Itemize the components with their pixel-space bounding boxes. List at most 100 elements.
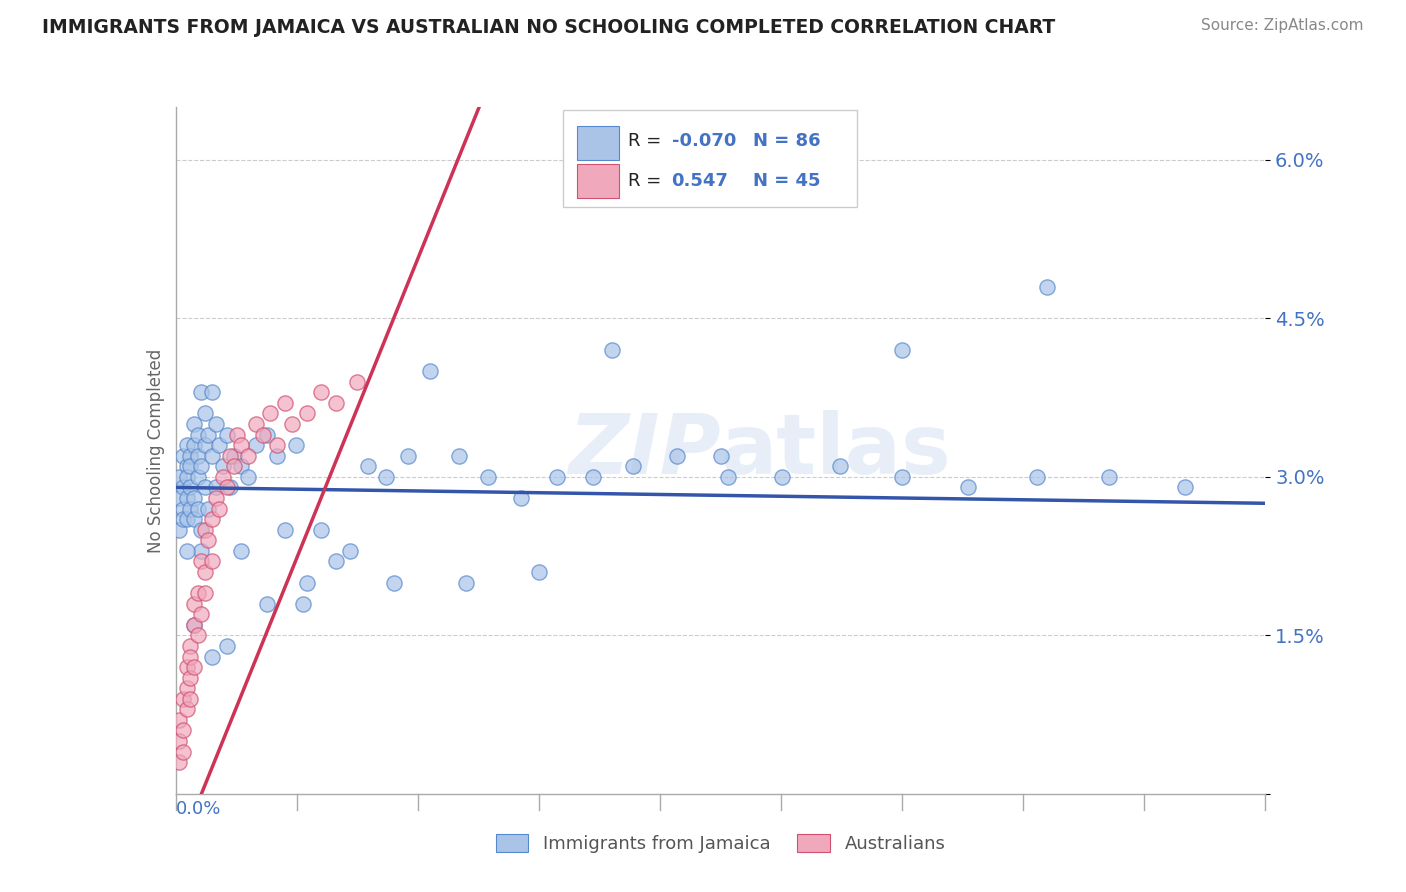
Point [245, 417, 267, 431]
Point [190, 385, 212, 400]
Point [176, 438, 198, 452]
Point [179, 501, 201, 516]
Text: 0.547: 0.547 [672, 171, 728, 189]
Point [190, 544, 212, 558]
Point [172, 512, 194, 526]
Point [169, 755, 191, 769]
Point [183, 617, 205, 632]
Point [295, 575, 318, 590]
Point [238, 470, 260, 484]
Point [956, 480, 979, 494]
Point [208, 501, 231, 516]
Point [212, 459, 235, 474]
Point [666, 449, 689, 463]
Point [256, 427, 278, 442]
Point [176, 660, 198, 674]
Point [621, 459, 644, 474]
Point [396, 449, 419, 463]
Point [172, 691, 194, 706]
Point [291, 597, 314, 611]
Point [169, 491, 191, 505]
Text: atlas: atlas [721, 410, 952, 491]
Point [176, 544, 198, 558]
Point [172, 480, 194, 494]
FancyBboxPatch shape [562, 111, 856, 207]
Point [215, 639, 238, 653]
Point [169, 470, 191, 484]
Point [176, 459, 198, 474]
Point [179, 691, 201, 706]
Point [169, 713, 191, 727]
Point [770, 470, 793, 484]
Point [172, 745, 194, 759]
Text: ZIP: ZIP [568, 410, 721, 491]
Text: 0.0%: 0.0% [176, 800, 221, 818]
Point [201, 649, 224, 664]
Text: N = 45: N = 45 [754, 171, 821, 189]
Point [256, 597, 278, 611]
Point [190, 523, 212, 537]
Point [346, 375, 368, 389]
Point [172, 723, 194, 738]
Y-axis label: No Schooling Completed: No Schooling Completed [146, 349, 165, 552]
Point [891, 343, 914, 357]
Point [172, 449, 194, 463]
Point [186, 501, 209, 516]
Point [197, 501, 219, 516]
Point [183, 597, 205, 611]
Text: R =: R = [628, 132, 666, 151]
Point [183, 491, 205, 505]
Point [219, 449, 242, 463]
Point [176, 512, 198, 526]
Point [186, 586, 209, 600]
Point [222, 459, 245, 474]
Point [186, 628, 209, 642]
Point [527, 565, 550, 579]
Point [201, 554, 224, 568]
Point [891, 470, 914, 484]
Point [179, 671, 201, 685]
Text: -0.070: -0.070 [672, 132, 735, 151]
Point [600, 343, 623, 357]
Text: Source: ZipAtlas.com: Source: ZipAtlas.com [1201, 18, 1364, 33]
Point [1036, 279, 1059, 293]
Text: N = 86: N = 86 [754, 132, 821, 151]
Point [456, 575, 478, 590]
Point [194, 565, 217, 579]
Point [212, 470, 235, 484]
Point [176, 470, 198, 484]
Point [1025, 470, 1047, 484]
Point [183, 660, 205, 674]
Point [284, 438, 307, 452]
Point [231, 544, 253, 558]
Point [226, 427, 249, 442]
Point [176, 681, 198, 696]
Point [169, 734, 191, 748]
Point [582, 470, 605, 484]
Point [201, 449, 224, 463]
Point [546, 470, 568, 484]
Point [219, 480, 242, 494]
Point [176, 702, 198, 716]
Point [382, 575, 405, 590]
Point [176, 491, 198, 505]
Point [259, 407, 281, 421]
Point [309, 385, 332, 400]
Point [215, 427, 238, 442]
Point [201, 512, 224, 526]
Point [245, 438, 267, 452]
Point [190, 554, 212, 568]
Point [194, 480, 217, 494]
Point [201, 385, 224, 400]
Point [1174, 480, 1197, 494]
Point [231, 438, 253, 452]
Point [186, 470, 209, 484]
Point [197, 427, 219, 442]
Point [238, 449, 260, 463]
Point [169, 523, 191, 537]
Point [186, 427, 209, 442]
Point [179, 480, 201, 494]
Point [357, 459, 380, 474]
Point [204, 480, 226, 494]
Point [1098, 470, 1121, 484]
